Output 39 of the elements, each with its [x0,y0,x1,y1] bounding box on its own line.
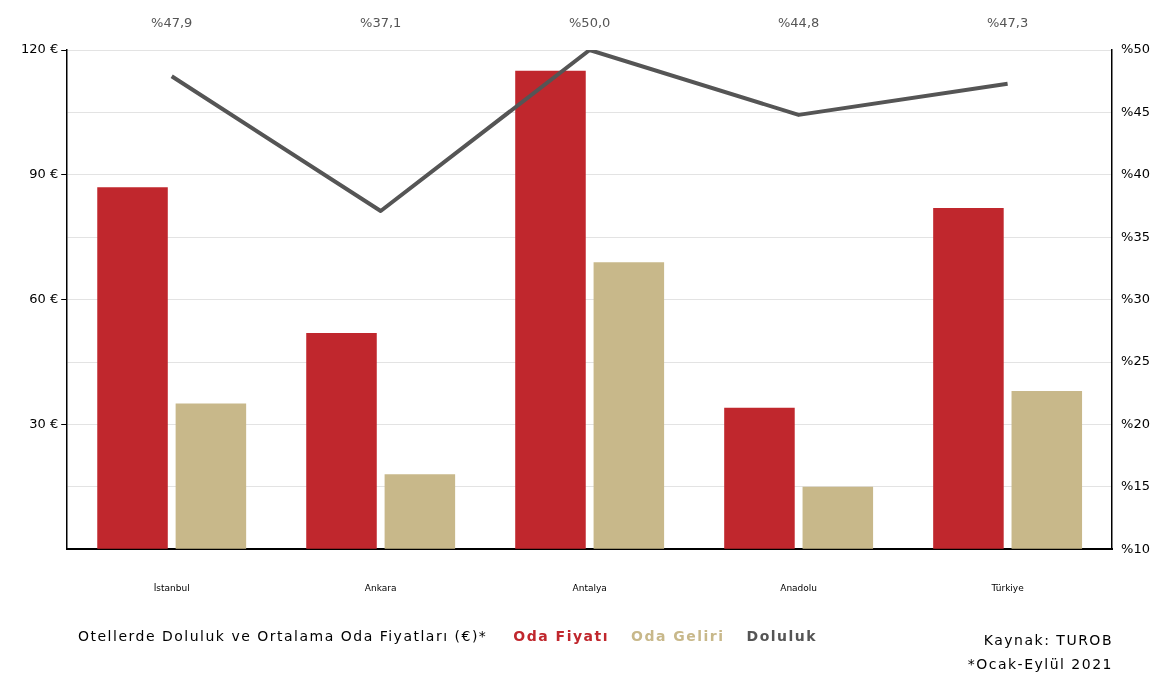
y2-tick-label: %35 [1121,228,1151,244]
bar [515,70,586,549]
x-tick-label: Anadolu [780,582,818,593]
bar [306,332,377,549]
data-label: %37,1 [360,15,402,31]
y-tick-label: 120 € [21,41,59,57]
data-label: %50,0 [569,15,611,31]
x-tick-label: Antalya [572,582,607,593]
text: Oda Geliri [631,628,725,644]
y2-tick-label: %45 [1121,103,1151,119]
y2-tick-label: %40 [1121,166,1151,182]
data-label: %44,8 [777,15,820,31]
y-tick-label: 30 € [29,415,59,431]
x-tick-label: İstanbul [153,582,190,593]
bar [175,403,247,549]
y2-tick-label: %15 [1121,478,1151,494]
data-label: %47,9 [151,15,193,31]
bar [384,474,456,549]
text: Otellerde Doluluk ve Ortalama Oda Fiyatları (€)* [78,628,488,644]
text: *Ocak-Eylül 2021 [967,655,1113,674]
bar [802,486,874,549]
y2-tick-label: %30 [1121,290,1151,306]
bar [593,262,665,549]
x-tick-label: Türkiye [990,582,1025,593]
bar [97,187,168,549]
x-tick-label: Ankara [364,582,397,593]
bar [1011,391,1083,549]
y2-tick-label: %25 [1121,353,1151,369]
data-label: %47,3 [986,15,1029,31]
text: Kaynak: TUROB [982,631,1113,650]
y2-tick-label: %10 [1121,540,1151,556]
text: Doluluk [746,628,818,644]
text: Oda Fiyatı [513,628,610,644]
bar [933,208,1004,549]
bar [724,407,795,549]
y2-tick-label: %50 [1121,41,1151,57]
y2-tick-label: %20 [1121,415,1151,431]
y-tick-label: 60 € [29,290,59,306]
y-tick-label: 90 € [29,166,59,182]
